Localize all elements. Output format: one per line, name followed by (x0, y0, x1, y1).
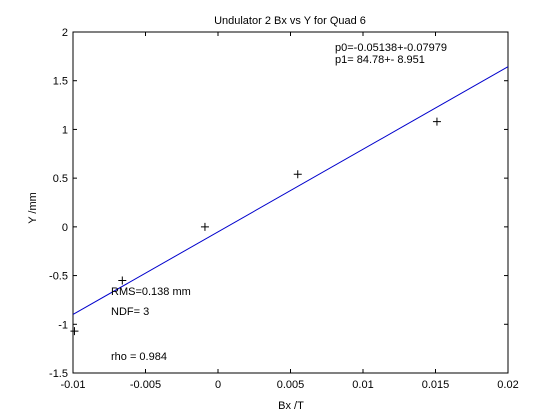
y-tick-label: -0.5 (49, 271, 68, 283)
stat-ndf: NDF= 3 (111, 306, 149, 318)
y-tick-label: 2 (62, 27, 68, 39)
y-tick-label: 0.5 (53, 173, 68, 185)
stat-rms: RMS=0.138 mm (111, 286, 191, 298)
y-tick-label: -1 (58, 319, 68, 331)
chart-title: Undulator 2 Bx vs Y for Quad 6 (214, 15, 366, 27)
data-point (293, 170, 302, 179)
y-tick-label: 0 (62, 222, 68, 234)
x-tick-label: 0.015 (422, 379, 450, 391)
x-tick-label: 0.01 (352, 379, 373, 391)
fit-line (72, 66, 509, 315)
data-point (200, 222, 209, 231)
y-axis-label: Y /mm (27, 192, 39, 224)
data-point (70, 327, 79, 336)
data-point (432, 117, 441, 126)
x-tick-label: -0.01 (60, 379, 85, 391)
x-tick-label: 0 (215, 379, 221, 391)
stat-rho: rho = 0.984 (111, 351, 167, 363)
x-axis-label: Bx /T (278, 400, 304, 412)
fit-param-p0: p0=-0.05138+-0.07979 (335, 42, 447, 54)
x-tick-label: 0.02 (497, 379, 518, 391)
data-point (118, 276, 127, 285)
y-tick-label: 1.5 (53, 76, 68, 88)
y-tick-label: 1 (62, 124, 68, 136)
plot-area (72, 31, 509, 374)
x-tick-label: -0.005 (130, 379, 161, 391)
x-tick-label: 0.005 (277, 379, 305, 391)
y-tick-label: -1.5 (49, 368, 68, 380)
fit-param-p1: p1= 84.78+- 8.951 (335, 54, 425, 66)
